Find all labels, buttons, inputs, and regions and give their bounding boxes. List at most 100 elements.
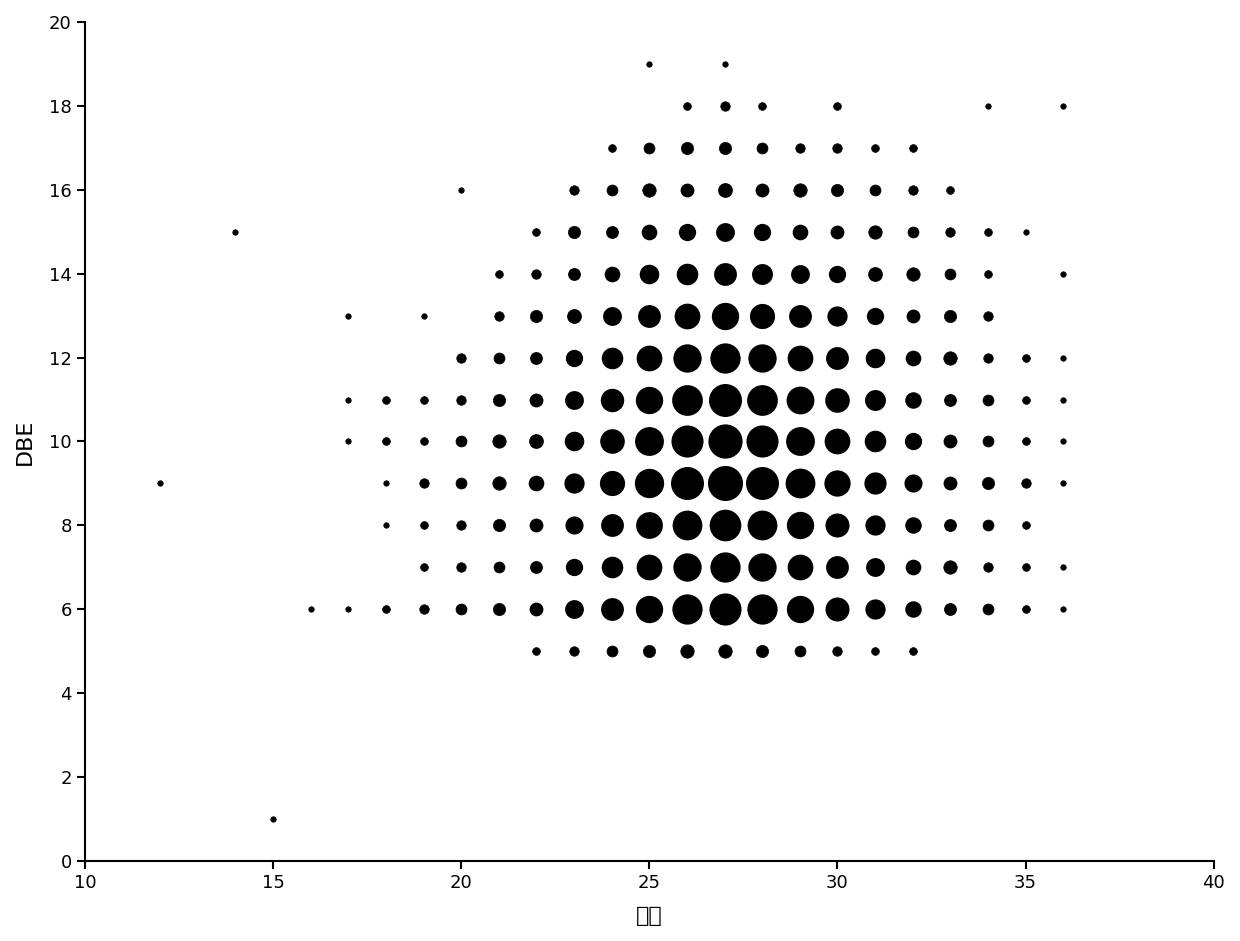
Point [527,224,547,239]
Point [527,392,547,407]
Point [790,350,810,365]
Point [1016,560,1035,575]
Point [903,560,923,575]
Point [677,601,697,616]
Point [301,601,321,616]
Point [866,183,885,198]
Point [827,350,847,365]
Point [753,224,773,239]
Point [640,518,660,533]
Point [640,601,660,616]
Point [640,183,660,198]
Point [564,392,584,407]
Point [903,392,923,407]
Point [601,560,621,575]
Point [866,560,885,575]
Point [978,392,998,407]
Point [714,224,734,239]
Point [339,392,358,407]
Point [677,392,697,407]
Point [677,308,697,323]
Point [564,476,584,491]
Point [903,350,923,365]
Point [1053,99,1073,114]
Point [978,601,998,616]
Point [1016,434,1035,449]
Point [1016,601,1035,616]
Point [903,140,923,155]
Point [376,476,396,491]
Point [940,266,960,281]
Point [527,308,547,323]
Point [827,644,847,659]
Point [1053,560,1073,575]
Point [978,224,998,239]
Point [1053,392,1073,407]
Point [601,392,621,407]
Point [903,601,923,616]
Point [790,518,810,533]
Point [827,560,847,575]
Point [677,476,697,491]
Point [451,434,471,449]
Point [263,811,283,826]
Point [677,434,697,449]
Point [753,476,773,491]
Point [1053,434,1073,449]
Point [753,350,773,365]
Point [753,183,773,198]
Point [714,308,734,323]
Point [790,434,810,449]
Point [601,601,621,616]
Point [827,476,847,491]
Point [714,644,734,659]
Point [640,56,660,72]
Point [640,560,660,575]
Point [677,518,697,533]
Point [790,601,810,616]
Point [564,560,584,575]
Point [790,476,810,491]
Point [1016,476,1035,491]
Point [640,350,660,365]
Point [714,560,734,575]
Point [640,224,660,239]
Point [940,183,960,198]
Point [489,308,508,323]
Point [564,224,584,239]
Point [866,392,885,407]
Point [1053,350,1073,365]
Point [564,308,584,323]
Point [339,601,358,616]
Point [640,308,660,323]
Point [564,434,584,449]
Point [790,224,810,239]
Point [827,183,847,198]
Point [827,266,847,281]
Point [1053,601,1073,616]
Point [827,99,847,114]
Point [714,434,734,449]
Point [866,308,885,323]
Point [339,434,358,449]
Point [753,601,773,616]
Point [978,308,998,323]
Point [489,476,508,491]
Point [903,434,923,449]
Point [451,601,471,616]
Point [753,518,773,533]
Point [827,601,847,616]
Point [601,350,621,365]
Point [640,392,660,407]
Point [451,392,471,407]
Point [790,266,810,281]
Point [489,434,508,449]
Point [640,434,660,449]
Point [640,140,660,155]
Point [451,560,471,575]
Point [677,183,697,198]
Point [940,350,960,365]
Point [414,308,434,323]
Point [790,392,810,407]
Point [940,518,960,533]
